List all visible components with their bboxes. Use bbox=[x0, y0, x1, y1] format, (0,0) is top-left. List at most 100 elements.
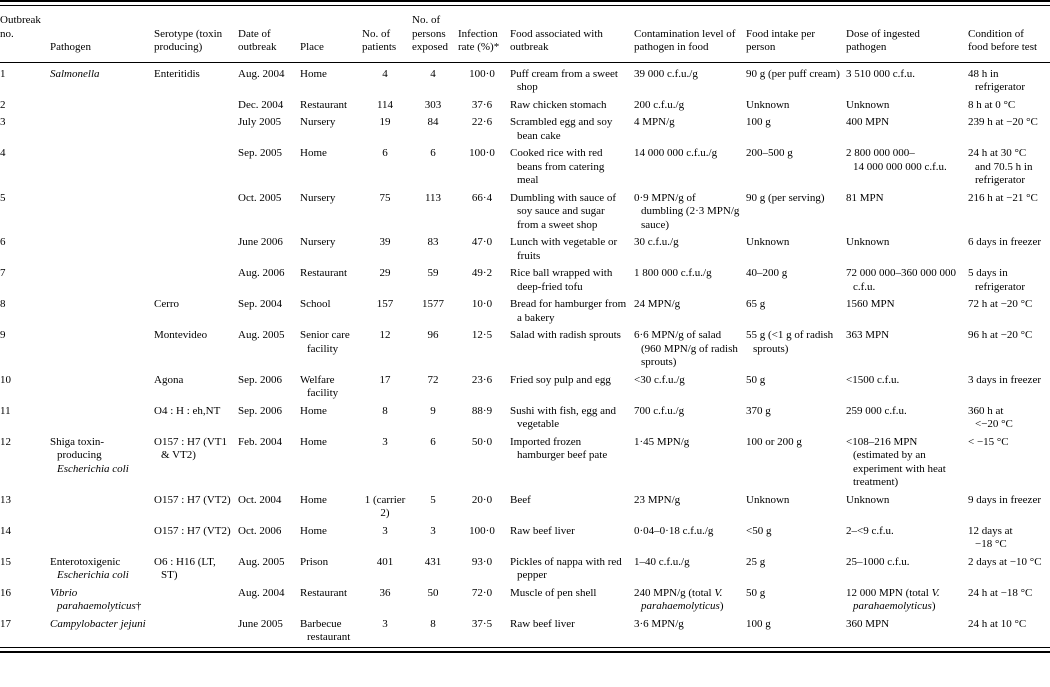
cell-rate: 88·9 bbox=[471, 404, 493, 417]
column-header-serotype: Serotype (toxin producing) bbox=[154, 9, 238, 63]
table-row: 13 O157 : H7 (VT2) Oct. 2004 Home 1 (carrier… bbox=[0, 492, 1050, 523]
cell-exposed: 113 bbox=[424, 191, 442, 204]
cell-serotype: O6 : H16 (LT, ST) bbox=[154, 555, 216, 582]
cell-no: 13 bbox=[0, 493, 11, 506]
cell-contamination: 6·6 MPN/g of salad (960 MPN/g of radish … bbox=[634, 329, 738, 368]
cell-pathogen bbox=[50, 145, 154, 190]
cell-condition: 48 h in refrigerator bbox=[968, 67, 1026, 94]
cell-dose: 72 000 000–360 000 000 c.f.u. bbox=[846, 267, 956, 293]
cell-no: 15 bbox=[0, 555, 11, 568]
cell-date: June 2005 bbox=[238, 617, 283, 630]
table-row: 14 O157 : H7 (VT2) Oct. 2006 Home 3 3 100·0 Raw… bbox=[0, 523, 1050, 554]
cell-place: Welfare facility bbox=[300, 373, 339, 400]
cell-condition: 9 days in freezer bbox=[968, 493, 1041, 506]
cell-serotype: O4 : H : eh,NT bbox=[154, 404, 221, 417]
cell-food: Imported frozen hamburger beef pate bbox=[510, 435, 608, 462]
cell-serotype bbox=[154, 114, 238, 145]
column-header-no: Outbreak no. bbox=[0, 9, 50, 63]
cell-rate: 49·2 bbox=[471, 267, 493, 279]
cell-patients: 39 bbox=[379, 236, 391, 248]
cell-pathogen bbox=[50, 403, 154, 434]
cell-food: Salad with radish sprouts bbox=[510, 329, 621, 341]
cell-rate: 66·4 bbox=[471, 191, 493, 204]
cell-exposed: 5 bbox=[430, 493, 436, 506]
cell-no: 10 bbox=[0, 373, 11, 386]
cell-place: Home bbox=[300, 67, 327, 80]
cell-food: Cooked rice with red beans from catering… bbox=[510, 147, 605, 186]
cell-no: 4 bbox=[0, 147, 6, 159]
cell-serotype: O157 : H7 (VT2) bbox=[154, 493, 231, 506]
cell-pathogen bbox=[50, 265, 154, 296]
cell-text-italic: V. parahaemolyticus bbox=[853, 586, 940, 613]
column-header-contamination: Contamination level of pathogen in food bbox=[634, 9, 746, 63]
cell-date: Sep. 2006 bbox=[238, 404, 282, 417]
cell-dose: <108–216 MPN (estimated by an experiment… bbox=[846, 435, 946, 489]
cell-rate: 72·0 bbox=[471, 586, 493, 599]
cell-dose: 2–<9 c.f.u. bbox=[846, 524, 894, 537]
column-header-food: Food associated with outbreak bbox=[510, 9, 634, 63]
cell-serotype: Enteritidis bbox=[154, 67, 200, 80]
cell-date: July 2005 bbox=[238, 116, 282, 128]
cell-no: 17 bbox=[0, 617, 11, 630]
cell-contamination: 24 MPN/g bbox=[634, 298, 681, 310]
cell-pathogen bbox=[50, 190, 154, 235]
cell-intake: 65 g bbox=[746, 298, 766, 310]
cell-serotype: O157 : H7 (VT1 & VT2) bbox=[154, 435, 228, 462]
cell-contamination: 30 c.f.u./g bbox=[634, 236, 679, 248]
cell-no: 14 bbox=[0, 524, 11, 537]
cell-text-italic: Campylobacter jejuni bbox=[50, 617, 146, 630]
cell-rate: 100·0 bbox=[469, 147, 495, 159]
cell-patients: 3 bbox=[382, 435, 388, 448]
cell-dose: Unknown bbox=[846, 236, 890, 248]
cell-condition: 24 h at 30 °C and 70.5 h in refrigerator bbox=[968, 147, 1033, 186]
cell-intake: Unknown bbox=[746, 236, 790, 248]
cell-place: Home bbox=[300, 435, 327, 448]
cell-food: Fried soy pulp and egg bbox=[510, 373, 611, 386]
cell-intake: <50 g bbox=[746, 524, 772, 537]
table-row: 4 Sep. 2005 Home 6 6 100·0 Cooked rice with re… bbox=[0, 145, 1050, 190]
cell-rate: 10·0 bbox=[471, 298, 493, 310]
cell-place: Barbecue restaurant bbox=[300, 617, 351, 644]
cell-serotype: Agona bbox=[154, 373, 184, 386]
cell-exposed: 6 bbox=[430, 147, 436, 159]
cell-serotype bbox=[154, 585, 238, 616]
cell-food: Raw beef liver bbox=[510, 524, 575, 537]
column-header-condition: Condition of food before test bbox=[968, 9, 1050, 63]
cell-place: Home bbox=[300, 404, 327, 417]
cell-intake: 200–500 g bbox=[746, 147, 793, 159]
cell-dose: Unknown bbox=[846, 493, 890, 506]
cell-food: Puff cream from a sweet shop bbox=[510, 67, 618, 94]
column-header-place: Place bbox=[300, 9, 362, 63]
cell-intake: 100 g bbox=[746, 617, 771, 630]
column-header-dose: Dose of ingested pathogen bbox=[846, 9, 968, 63]
cell-contamination: 1·45 MPN/g bbox=[634, 435, 690, 448]
cell-place: Senior care facility bbox=[300, 329, 350, 355]
cell-intake: 90 g (per serving) bbox=[746, 191, 825, 204]
table-row: 10 Agona Sep. 2006 Welfare facility 17 72 23·6… bbox=[0, 372, 1050, 403]
bottom-rule-inner bbox=[0, 646, 1050, 648]
cell-contamination: 14 000 000 c.f.u./g bbox=[634, 147, 718, 159]
cell-dose: 2 800 000 000–14 000 000 000 c.f.u. bbox=[846, 147, 947, 173]
cell-date: Feb. 2004 bbox=[238, 435, 282, 448]
cell-food: Dumbling with sauce of soy sauce and sug… bbox=[510, 191, 617, 231]
cell-pathogen: Shiga toxin-producing Escherichia coli bbox=[50, 434, 154, 492]
document-page: Outbreak no. Pathogen Serotype (toxin prod… bbox=[0, 0, 1050, 653]
cell-pathogen bbox=[50, 114, 154, 145]
cell-patients: 1 (carrier 2) bbox=[364, 493, 406, 520]
cell-patients: 3 bbox=[382, 617, 388, 630]
cell-intake: 90 g (per puff cream) bbox=[746, 67, 840, 80]
cell-serotype: O157 : H7 (VT2) bbox=[154, 524, 231, 537]
cell-text-italic: Vibrio parahaemolyticus bbox=[50, 586, 136, 613]
cell-rate: 100·0 bbox=[469, 67, 495, 80]
cell-exposed: 1577 bbox=[422, 298, 444, 310]
cell-food: Beef bbox=[510, 493, 531, 506]
cell-place: Home bbox=[300, 493, 327, 506]
table-row: 3 July 2005 Nursery 19 84 22·6 Scrambled egg a… bbox=[0, 114, 1050, 145]
cell-patients: 3 bbox=[382, 524, 388, 537]
cell-intake: 55 g (<1 g of radish sprouts) bbox=[746, 329, 834, 355]
cell-exposed: 9 bbox=[430, 404, 436, 417]
cell-place: Nursery bbox=[300, 116, 336, 128]
cell-dose: Unknown bbox=[846, 98, 890, 111]
cell-date: Oct. 2006 bbox=[238, 524, 282, 537]
cell-rate: 100·0 bbox=[469, 524, 495, 537]
